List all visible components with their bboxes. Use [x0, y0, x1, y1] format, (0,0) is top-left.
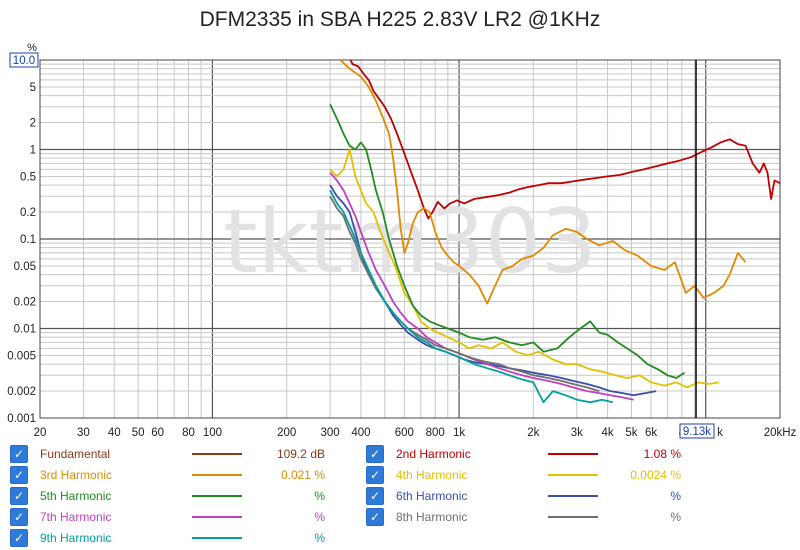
x-tick-label: 2k — [527, 427, 539, 439]
series-visibility-checkbox[interactable]: ✓ — [366, 466, 384, 484]
legend-series-value: % — [314, 531, 325, 545]
x-tick-label: 300 — [321, 427, 340, 439]
legend-line-swatch — [192, 474, 242, 476]
y-tick-label: 0.05 — [14, 261, 36, 273]
x-tick-label: 20 — [34, 427, 47, 439]
legend-series-name: Fundamental — [40, 447, 111, 461]
chart-title: DFM2335 in SBA H225 2.83V LR2 @1KHz — [199, 8, 601, 31]
x-tick-label: 30 — [77, 427, 90, 439]
series-line-9 — [329, 189, 614, 404]
legend-line-swatch — [192, 495, 242, 497]
y-tick-label: 0.2 — [20, 207, 36, 219]
legend-line-swatch — [192, 537, 242, 539]
legend-entry: ✓ Fundamental 109.2 dB — [10, 444, 340, 464]
legend-entry: ✓ 7th Harmonic% — [10, 507, 340, 527]
series-visibility-checkbox[interactable]: ✓ — [366, 487, 384, 505]
legend-series-value: % — [314, 510, 325, 524]
series-visibility-checkbox[interactable]: ✓ — [10, 487, 28, 505]
y-tick-label: 0.01 — [14, 324, 36, 336]
y-tick-label: 2 — [30, 118, 36, 130]
legend-series-value: 0.0024 % — [630, 468, 681, 482]
series-visibility-checkbox[interactable]: ✓ — [366, 508, 384, 526]
x-tick-label: 400 — [351, 427, 370, 439]
y-tick-label: 0.001 — [7, 413, 36, 425]
x-tick-label: 200 — [277, 427, 296, 439]
series-line-4 — [329, 148, 719, 389]
x-tick-label: 80 — [182, 427, 195, 439]
y-max-label: 10.0 — [13, 55, 35, 67]
y-tick-label: 5 — [30, 82, 36, 94]
legend-series-name: 6th Harmonic — [396, 489, 468, 503]
y-tick-label: 0.005 — [7, 350, 36, 362]
x-tick-label: 600 — [395, 427, 414, 439]
legend-series-value: % — [670, 489, 681, 503]
series-visibility-checkbox[interactable]: ✓ — [366, 445, 384, 463]
legend-line-swatch — [192, 516, 242, 518]
legend: ✓ Fundamental 109.2 dB ✓ 3rd Harmonic 0.021 %… — [0, 442, 800, 550]
legend-series-value: % — [314, 489, 325, 503]
x-tick-label: 1k — [453, 427, 465, 439]
legend-entry: ✓ 8th Harmonic% — [366, 507, 696, 527]
legend-series-name: 8th Harmonic — [396, 510, 468, 524]
series-line-2 — [349, 60, 780, 220]
y-tick-label: 0.002 — [7, 386, 36, 398]
series-line-3 — [339, 60, 747, 305]
legend-series-name: 2nd Harmonic — [396, 447, 471, 461]
series-line-8 — [329, 195, 600, 392]
legend-series-name: 7th Harmonic — [40, 510, 112, 524]
x-tick-label: 3k — [571, 427, 583, 439]
y-max-label-box — [9, 52, 39, 68]
legend-line-swatch — [548, 474, 598, 476]
legend-line-swatch — [192, 453, 242, 455]
cursor-label-suffix: k — [717, 427, 723, 439]
y-tick-label: 0.1 — [20, 234, 36, 246]
y-tick-label: 0.5 — [20, 171, 36, 183]
x-tick-label: 5k — [625, 427, 637, 439]
legend-series-value: 0.021 % — [280, 468, 325, 482]
y-tick-label: 0.02 — [14, 297, 36, 309]
series-visibility-checkbox[interactable]: ✓ — [10, 508, 28, 526]
y-tick-label: 1 — [30, 145, 36, 157]
y-unit-label: % — [27, 42, 37, 54]
series-line-5 — [329, 103, 685, 379]
legend-series-value: 1.08 % — [643, 447, 681, 461]
legend-entry: ✓ 6th Harmonic% — [366, 486, 696, 506]
x-tick-label: 800 — [426, 427, 445, 439]
legend-series-name: 3rd Harmonic — [40, 468, 113, 482]
legend-line-swatch — [548, 495, 598, 497]
legend-series-name: 5th Harmonic — [40, 489, 112, 503]
legend-line-swatch — [548, 453, 598, 455]
legend-series-value: 109.2 dB — [276, 447, 325, 461]
legend-series-name: 9th Harmonic — [40, 531, 112, 545]
x-tick-label: 50 — [132, 427, 145, 439]
series-visibility-checkbox[interactable]: ✓ — [10, 445, 28, 463]
x-tick-label: 100 — [203, 427, 222, 439]
watermark: tktm303 — [223, 190, 597, 293]
legend-entry: ✓ 4th Harmonic 0.0024 % — [366, 465, 696, 485]
x-tick-label: 60 — [151, 427, 164, 439]
cursor-label: 9.13k — [683, 426, 711, 438]
legend-entry: ✓ 3rd Harmonic 0.021 % — [10, 465, 340, 485]
legend-line-swatch — [548, 516, 598, 518]
legend-entry: ✓ 5th Harmonic% — [10, 486, 340, 506]
legend-series-value: % — [670, 510, 681, 524]
legend-entry: ✓ 2nd Harmonic 1.08 % — [366, 444, 696, 464]
plot-border — [39, 59, 781, 419]
series-visibility-checkbox[interactable]: ✓ — [10, 466, 28, 484]
cursor-label-box — [679, 423, 715, 439]
x-tick-label: 4k — [602, 427, 614, 439]
x-tick-label: 40 — [108, 427, 121, 439]
legend-series-name: 4th Harmonic — [396, 468, 468, 482]
legend-entry: ✓ 9th Harmonic% — [10, 528, 340, 548]
x-tick-label: 20kHz — [764, 427, 797, 439]
series-visibility-checkbox[interactable]: ✓ — [10, 529, 28, 547]
x-tick-label: 6k — [645, 427, 657, 439]
